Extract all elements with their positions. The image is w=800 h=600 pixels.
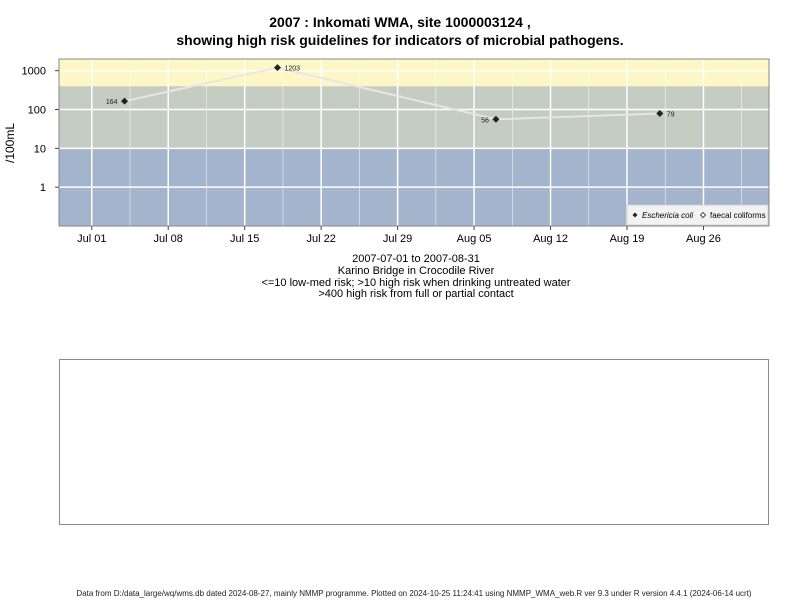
data-point	[656, 109, 664, 117]
x-tick-label: Jul 29	[383, 233, 412, 245]
y-tick-label: 1	[40, 182, 46, 194]
y-tick-label: 100	[28, 105, 46, 117]
x-tick-label: Jul 22	[306, 233, 335, 245]
empty-chart-panel	[59, 359, 769, 525]
legend-box	[626, 204, 769, 226]
grid-lines	[59, 59, 769, 226]
data-point	[273, 64, 281, 72]
legend-label-faecal-coliforms: faecal coliforms	[710, 211, 766, 220]
series-line-e-coli	[124, 66, 660, 121]
chart-title-line2: showing high risk guidelines for indicat…	[176, 32, 624, 48]
footer-note: Data from D:/data_large/wq/wms.db dated …	[76, 589, 752, 598]
x-tick-label: Aug 26	[686, 233, 721, 245]
risk-bands	[59, 59, 769, 226]
data-point	[121, 97, 129, 105]
caption-site: Karino Bridge in Crocodile River	[337, 265, 495, 277]
data-series: 164 1203 56 79	[106, 64, 675, 124]
y-tick-label: 10	[34, 143, 46, 155]
data-point	[492, 115, 500, 123]
x-tick-label: Aug 19	[610, 233, 645, 245]
legend: Eschericia coli faecal coliforms	[626, 204, 769, 226]
caption-contact-risk: >400 high risk from full or partial cont…	[318, 288, 514, 300]
data-label: 79	[667, 111, 675, 118]
x-tick-label: Aug 12	[533, 233, 568, 245]
legend-marker-e-coli	[632, 212, 638, 218]
legend-label-e-coli: Eschericia coli	[642, 211, 693, 220]
x-tick-label: Jul 15	[230, 233, 259, 245]
caption-drinking-risk: <=10 low-med risk; >10 high risk when dr…	[261, 277, 571, 289]
chart-title-line1: 2007 : Inkomati WMA, site 1000003124 ,	[269, 14, 531, 30]
data-label: 164	[106, 99, 118, 106]
x-tick-label: Aug 05	[457, 233, 492, 245]
x-tick-label: Jul 01	[77, 233, 106, 245]
legend-marker-faecal-coliforms	[699, 211, 707, 219]
plot-frame	[58, 58, 770, 227]
data-label: 1203	[284, 66, 300, 73]
y-tick-label: 1000	[22, 66, 46, 78]
y-axis-label: /100mL	[3, 123, 17, 163]
data-label: 56	[481, 117, 489, 124]
caption-date-range: 2007-07-01 to 2007-08-31	[352, 253, 480, 265]
x-tick-label: Jul 08	[154, 233, 183, 245]
risk-band-2	[59, 59, 769, 87]
x-axis: Jul 01 Jul 08 Jul 15 Jul 22 Jul 29 Aug 05 Aug …	[77, 226, 721, 245]
risk-band-1	[59, 86, 769, 149]
y-axis: 1 10 100 1000	[22, 66, 59, 194]
